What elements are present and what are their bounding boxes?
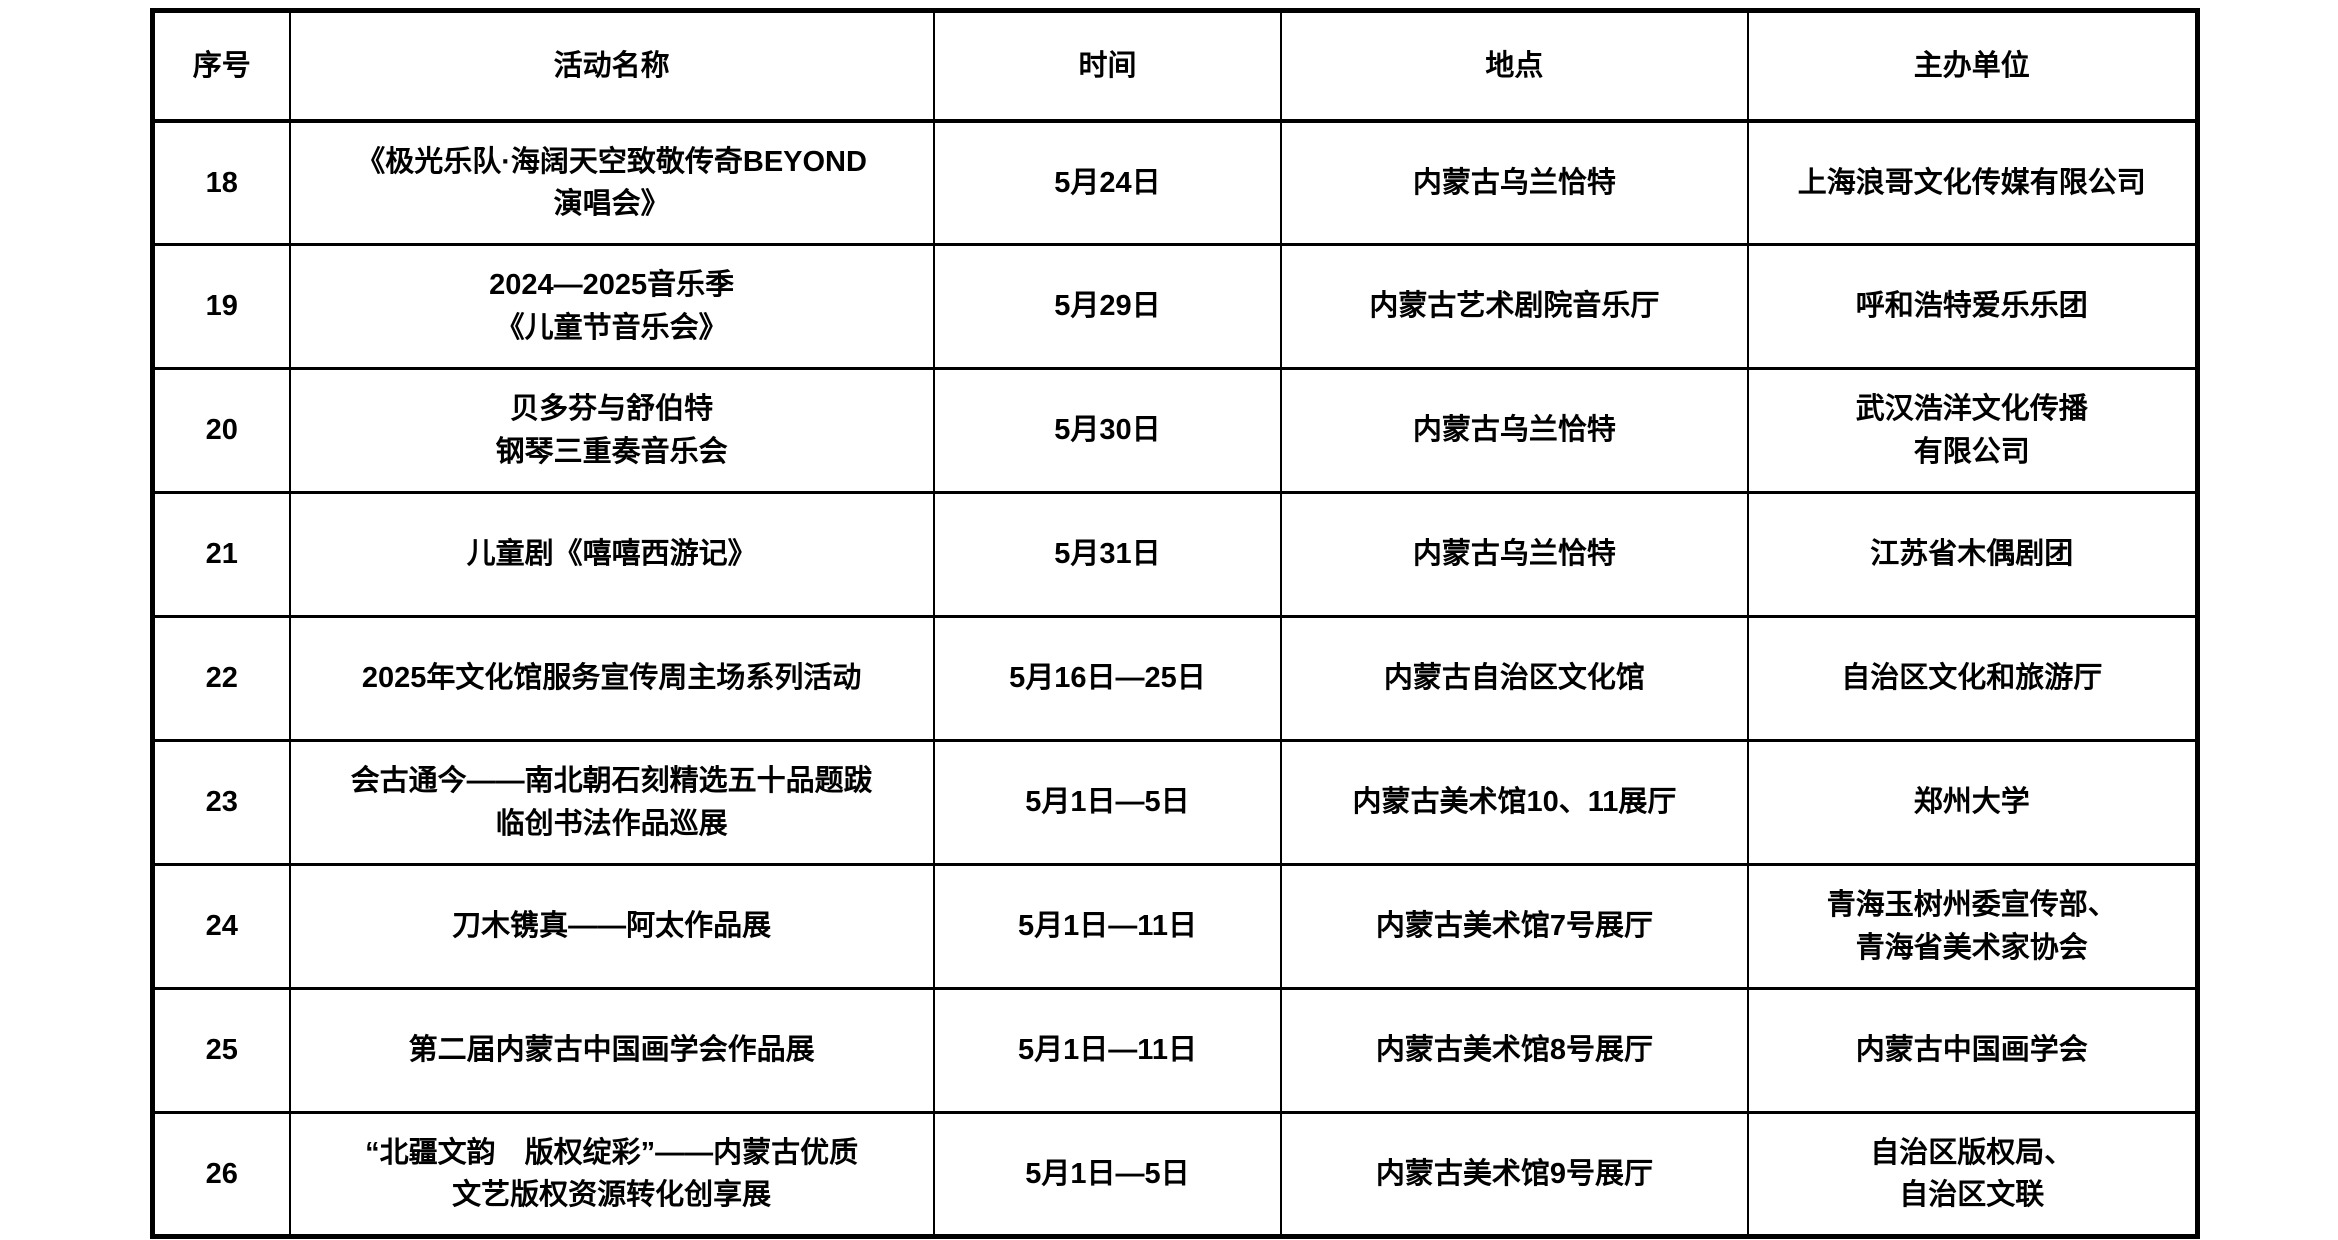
row-location: 内蒙古自治区文化馆	[1280, 615, 1749, 742]
row-no: 26	[151, 1111, 291, 1238]
row-location: 内蒙古美术馆10、11展厅	[1280, 739, 1749, 866]
table-row: 20 贝多芬与舒伯特 钢琴三重奏音乐会 5月30日 内蒙古乌兰恰特 武汉浩洋文化传…	[151, 367, 2199, 494]
row-organizer: 上海浪哥文化传媒有限公司	[1746, 119, 2199, 246]
row-time: 5月1日—5日	[932, 1111, 1283, 1238]
row-location: 内蒙古艺术剧院音乐厅	[1280, 243, 1749, 370]
row-organizer: 江苏省木偶剧团	[1746, 491, 2199, 618]
row-organizer: 内蒙古中国画学会	[1746, 987, 2199, 1114]
row-no: 20	[151, 367, 291, 494]
row-location: 内蒙古美术馆8号展厅	[1280, 987, 1749, 1114]
row-name: “北疆文韵 版权绽彩”——内蒙古优质 文艺版权资源转化创享展	[288, 1111, 935, 1238]
events-table: 序号 活动名称 时间 地点 主办单位 18 《极光乐队·海阔天空致敬传奇BEYO…	[150, 8, 2200, 1239]
row-location: 内蒙古乌兰恰特	[1280, 491, 1749, 618]
row-organizer: 武汉浩洋文化传播 有限公司	[1746, 367, 2199, 494]
row-time: 5月1日—11日	[932, 987, 1283, 1114]
row-location: 内蒙古美术馆9号展厅	[1280, 1111, 1749, 1238]
col-header-name: 活动名称	[288, 9, 935, 123]
row-no: 21	[151, 491, 291, 618]
row-name: 《极光乐队·海阔天空致敬传奇BEYOND 演唱会》	[288, 119, 935, 246]
header-row: 序号 活动名称 时间 地点 主办单位	[151, 9, 2199, 123]
table-row: 25 第二届内蒙古中国画学会作品展 5月1日—11日 内蒙古美术馆8号展厅 内蒙…	[151, 987, 2199, 1114]
row-organizer: 自治区版权局、 自治区文联	[1746, 1111, 2199, 1238]
row-no: 18	[151, 119, 291, 246]
row-location: 内蒙古乌兰恰特	[1280, 119, 1749, 246]
row-location: 内蒙古美术馆7号展厅	[1280, 863, 1749, 990]
table-row: 21 儿童剧《嘻嘻西游记》 5月31日 内蒙古乌兰恰特 江苏省木偶剧团	[151, 491, 2199, 618]
row-organizer: 自治区文化和旅游厅	[1746, 615, 2199, 742]
col-header-organizer: 主办单位	[1746, 9, 2199, 123]
row-name: 第二届内蒙古中国画学会作品展	[288, 987, 935, 1114]
table-row: 24 刀木镌真——阿太作品展 5月1日—11日 内蒙古美术馆7号展厅 青海玉树州…	[151, 863, 2199, 990]
row-name: 会古通今——南北朝石刻精选五十品题跋 临创书法作品巡展	[288, 739, 935, 866]
row-time: 5月24日	[932, 119, 1283, 246]
row-name: 儿童剧《嘻嘻西游记》	[288, 491, 935, 618]
table-row: 26 “北疆文韵 版权绽彩”——内蒙古优质 文艺版权资源转化创享展 5月1日—5日…	[151, 1111, 2199, 1238]
row-name: 刀木镌真——阿太作品展	[288, 863, 935, 990]
row-organizer: 郑州大学	[1746, 739, 2199, 866]
row-organizer: 呼和浩特爱乐乐团	[1746, 243, 2199, 370]
row-name: 2025年文化馆服务宣传周主场系列活动	[288, 615, 935, 742]
row-time: 5月1日—11日	[932, 863, 1283, 990]
row-time: 5月16日—25日	[932, 615, 1283, 742]
row-time: 5月1日—5日	[932, 739, 1283, 866]
row-no: 25	[151, 987, 291, 1114]
table-row: 22 2025年文化馆服务宣传周主场系列活动 5月16日—25日 内蒙古自治区文…	[151, 615, 2199, 742]
table-body: 18 《极光乐队·海阔天空致敬传奇BEYOND 演唱会》 5月24日 内蒙古乌兰恰…	[151, 119, 2199, 1238]
row-no: 19	[151, 243, 291, 370]
row-name: 2024—2025音乐季 《儿童节音乐会》	[288, 243, 935, 370]
row-no: 24	[151, 863, 291, 990]
table-row: 19 2024—2025音乐季 《儿童节音乐会》 5月29日 内蒙古艺术剧院音乐厅…	[151, 243, 2199, 370]
col-header-time: 时间	[932, 9, 1283, 123]
row-location: 内蒙古乌兰恰特	[1280, 367, 1749, 494]
row-no: 23	[151, 739, 291, 866]
col-header-location: 地点	[1280, 9, 1749, 123]
table-row: 18 《极光乐队·海阔天空致敬传奇BEYOND 演唱会》 5月24日 内蒙古乌兰恰…	[151, 119, 2199, 246]
row-time: 5月29日	[932, 243, 1283, 370]
row-organizer: 青海玉树州委宣传部、 青海省美术家协会	[1746, 863, 2199, 990]
row-name: 贝多芬与舒伯特 钢琴三重奏音乐会	[288, 367, 935, 494]
row-time: 5月30日	[932, 367, 1283, 494]
row-no: 22	[151, 615, 291, 742]
table-row: 23 会古通今——南北朝石刻精选五十品题跋 临创书法作品巡展 5月1日—5日 内蒙…	[151, 739, 2199, 866]
col-header-no: 序号	[151, 9, 291, 123]
row-time: 5月31日	[932, 491, 1283, 618]
